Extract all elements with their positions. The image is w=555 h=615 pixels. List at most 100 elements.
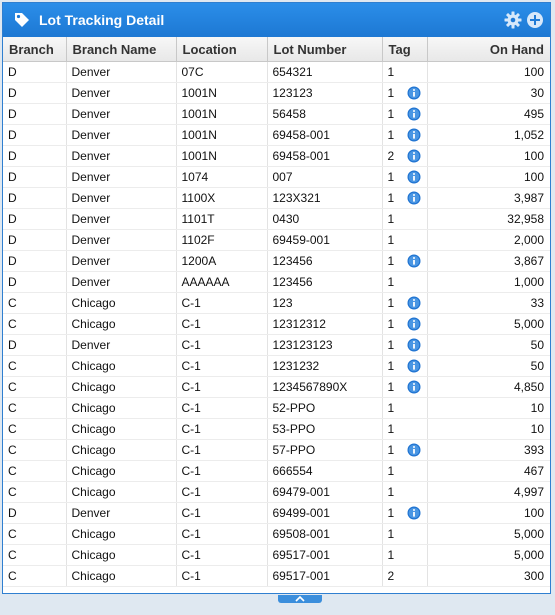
table-row[interactable]: C Chicago C-1 69479-001 1 4,997 (3, 481, 550, 503)
tag-cell: 2 (382, 145, 428, 167)
table-row[interactable]: C Chicago C-1 1231232 1 50 (3, 355, 550, 377)
info-icon[interactable] (407, 191, 421, 205)
column-header-branch[interactable]: Branch (3, 37, 67, 62)
branch-cell: D (3, 334, 67, 356)
branch-cell: C (3, 292, 67, 314)
table-row[interactable]: C Chicago C-1 52-PPO 1 10 (3, 397, 550, 419)
tag-cell-text: 1 (387, 170, 395, 184)
branch-name-cell: Chicago (66, 565, 177, 587)
table-row[interactable]: D Denver C-1 69499-001 1 100 (3, 502, 550, 524)
tag-cell-text: 1 (387, 128, 395, 142)
branch-cell-text: C (8, 548, 17, 562)
tag-cell: 1 (382, 271, 428, 293)
table-row[interactable]: C Chicago C-1 53-PPO 1 10 (3, 418, 550, 440)
location-cell-text: AAAAAA (181, 275, 230, 289)
column-header-lot-number[interactable]: Lot Number (267, 37, 383, 62)
info-icon[interactable] (407, 296, 421, 310)
table-row[interactable]: C Chicago C-1 57-PPO 1 393 (3, 439, 550, 461)
branch-name-cell: Denver (66, 334, 177, 356)
branch-cell-text: C (8, 422, 17, 436)
branch-name-cell-text: Chicago (71, 296, 116, 310)
table-row[interactable]: C Chicago C-1 69517-001 2 300 (3, 565, 550, 587)
location-cell: AAAAAA (176, 271, 268, 293)
branch-name-cell-text: Chicago (71, 359, 116, 373)
info-icon[interactable] (407, 149, 421, 163)
lot-number-cell-text: 123123123 (272, 338, 333, 352)
table-row[interactable]: D Denver 1074 007 1 100 (3, 166, 550, 188)
tag-cell: 1 (382, 292, 428, 314)
location-cell: 1001N (176, 145, 268, 167)
plus-circle-icon[interactable] (526, 11, 544, 29)
info-icon[interactable] (407, 86, 421, 100)
gear-icon[interactable] (504, 11, 522, 29)
info-icon[interactable] (407, 359, 421, 373)
info-icon[interactable] (407, 380, 421, 394)
on-hand-cell: 50 (427, 334, 550, 356)
branch-cell-text: C (8, 485, 17, 499)
info-icon[interactable] (407, 128, 421, 142)
branch-name-cell-text: Chicago (71, 527, 116, 541)
tag-cell-text: 1 (387, 506, 395, 520)
info-icon[interactable] (407, 506, 421, 520)
branch-name-cell-text: Chicago (71, 569, 116, 583)
location-cell: C-1 (176, 313, 268, 335)
column-header-branch-name[interactable]: Branch Name (66, 37, 177, 62)
location-cell-text: 1200A (181, 254, 217, 268)
table-row[interactable]: D Denver 1102F 69459-001 1 2,000 (3, 229, 550, 251)
table-row[interactable]: C Chicago C-1 69517-001 1 5,000 (3, 544, 550, 566)
table-row[interactable]: D Denver 1200A 123456 1 3,867 (3, 250, 550, 272)
column-header-on-hand[interactable]: On Hand (427, 37, 550, 62)
info-icon[interactable] (407, 254, 421, 268)
branch-cell-text: C (8, 317, 17, 331)
table-row[interactable]: D Denver 1001N 69458-001 1 1,052 (3, 124, 550, 146)
tag-cell: 1 (382, 250, 428, 272)
table-row[interactable]: C Chicago C-1 666554 1 467 (3, 460, 550, 482)
info-icon[interactable] (407, 170, 421, 184)
branch-cell-text: D (8, 107, 17, 121)
resize-handle[interactable] (278, 595, 322, 603)
table-row[interactable]: D Denver 07C 654321 1 100 (3, 61, 550, 83)
on-hand-cell-text: 4,850 (513, 380, 544, 394)
column-header-tag[interactable]: Tag (382, 37, 428, 62)
on-hand-cell: 467 (427, 460, 550, 482)
tag-cell-text: 1 (387, 254, 395, 268)
info-icon[interactable] (407, 317, 421, 331)
column-header-location[interactable]: Location (176, 37, 268, 62)
tag-cell: 1 (382, 208, 428, 230)
branch-name-cell: Chicago (66, 376, 177, 398)
info-icon[interactable] (407, 338, 421, 352)
branch-name-cell: Chicago (66, 481, 177, 503)
lot-number-cell: 123 (267, 292, 383, 314)
table-row[interactable]: D Denver AAAAAA 123456 1 1,000 (3, 271, 550, 293)
on-hand-cell: 100 (427, 145, 550, 167)
location-cell-text: C-1 (181, 548, 201, 562)
table-row[interactable]: D Denver 1001N 56458 1 495 (3, 103, 550, 125)
table-row[interactable]: D Denver 1100X 123X321 1 3,987 (3, 187, 550, 209)
branch-name-cell-text: Denver (71, 149, 111, 163)
table-row[interactable]: D Denver 1101T 0430 1 32,958 (3, 208, 550, 230)
tag-cell: 1 (382, 124, 428, 146)
branch-cell-text: D (8, 254, 17, 268)
tag-cell-text: 1 (387, 65, 395, 79)
chevron-up-icon (295, 596, 305, 602)
table-row[interactable]: C Chicago C-1 123 1 33 (3, 292, 550, 314)
table-row[interactable]: C Chicago C-1 69508-001 1 5,000 (3, 523, 550, 545)
tag-cell-text: 1 (387, 443, 395, 457)
lot-number-cell-text: 69499-001 (272, 506, 330, 520)
branch-name-cell-text: Denver (71, 191, 111, 205)
lot-number-cell-text: 57-PPO (272, 443, 316, 457)
table-row[interactable]: D Denver 1001N 123123 1 30 (3, 82, 550, 104)
info-icon[interactable] (407, 443, 421, 457)
on-hand-cell: 1,000 (427, 271, 550, 293)
lot-number-cell: 12312312 (267, 313, 383, 335)
info-icon[interactable] (407, 107, 421, 121)
tag-cell-text: 1 (387, 380, 395, 394)
tag-cell-text: 1 (387, 275, 395, 289)
table-row[interactable]: D Denver C-1 123123123 1 50 (3, 334, 550, 356)
table-row[interactable]: D Denver 1001N 69458-001 2 100 (3, 145, 550, 167)
table-row[interactable]: C Chicago C-1 12312312 1 5,000 (3, 313, 550, 335)
on-hand-cell-text: 5,000 (513, 317, 544, 331)
lot-number-cell: 666554 (267, 460, 383, 482)
table-row[interactable]: C Chicago C-1 1234567890X 1 4,850 (3, 376, 550, 398)
lot-number-cell-text: 123456 (272, 254, 313, 268)
